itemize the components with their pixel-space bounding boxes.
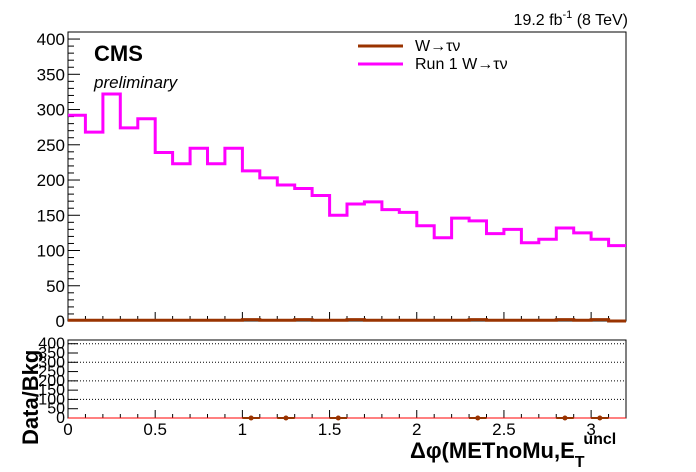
legend: W→τν Run 1 W→τν [358,38,508,73]
x-tick-label: 1 [238,420,247,439]
x-axis-title-main: Δφ(METnoMu,E [410,438,575,463]
legend-label-run1-w-tau-nu: Run 1 W→τν [415,56,508,73]
ratio-point [562,415,568,421]
ratio-point [248,415,254,421]
histogram-series [68,318,626,323]
y-tick-label: 400 [37,30,65,49]
ratio-y-tick-label: 350 [38,345,65,362]
status-label: preliminary [93,73,179,92]
ratio-point [283,415,289,421]
ratio-plot-frame [67,339,627,419]
y-tick-label: 300 [37,101,65,120]
x-tick-label: 3 [586,420,595,439]
legend-label-w-tau-nu: W→τν [415,38,460,55]
x-axis-title: Δφ(METnoMu,ETuncl [410,431,616,471]
luminosity-label: 19.2 fb-1 (8 TeV) [514,9,628,29]
x-tick-label: 1.5 [318,420,342,439]
x-tick-label: 2 [412,420,421,439]
lumi-energy: (8 TeV) [572,12,628,29]
ratio-y-tick-label: 50 [47,401,65,418]
ratio-point [475,415,481,421]
ratio-y-tick-label: 400 [38,336,65,353]
x-tick-label: 2.5 [492,420,516,439]
main-series [68,92,626,323]
ratio-point [335,415,341,421]
histogram-series [68,92,626,248]
ratio-y-tick-label: 200 [38,373,65,390]
x-tick-label: 0.5 [143,420,167,439]
ratio-y-tick-label: 250 [38,364,65,381]
y-tick-label: 350 [37,65,65,84]
y-tick-label: 50 [46,277,65,296]
x-axis-title-sub: T [575,454,585,471]
ratio-y-tick-label: 150 [38,382,65,399]
y-tick-label: 150 [37,206,65,225]
experiment-label: CMS [94,41,143,66]
ratio-y-tick-label: 0 [56,410,65,427]
y-tick-label: 0 [56,312,65,331]
ratio-y-axis-title: Data/Bkg [18,350,43,445]
lumi-exponent: -1 [562,9,572,21]
ratio-y-tick-label: 300 [38,354,65,371]
x-tick-label: 0 [63,420,72,439]
ratio-grid [68,343,626,400]
y-tick-label: 100 [37,242,65,261]
main-axes: 0 50 100 150 200 250 300 350 400 [37,30,627,331]
ratio-points [242,415,609,421]
y-tick-label: 250 [37,136,65,155]
x-axis-title-sup: uncl [583,431,616,448]
ratio-point [597,415,603,421]
y-tick-label: 200 [37,171,65,190]
ratio-y-tick-label: 100 [38,391,65,408]
lumi-value: 19.2 fb [514,12,563,29]
